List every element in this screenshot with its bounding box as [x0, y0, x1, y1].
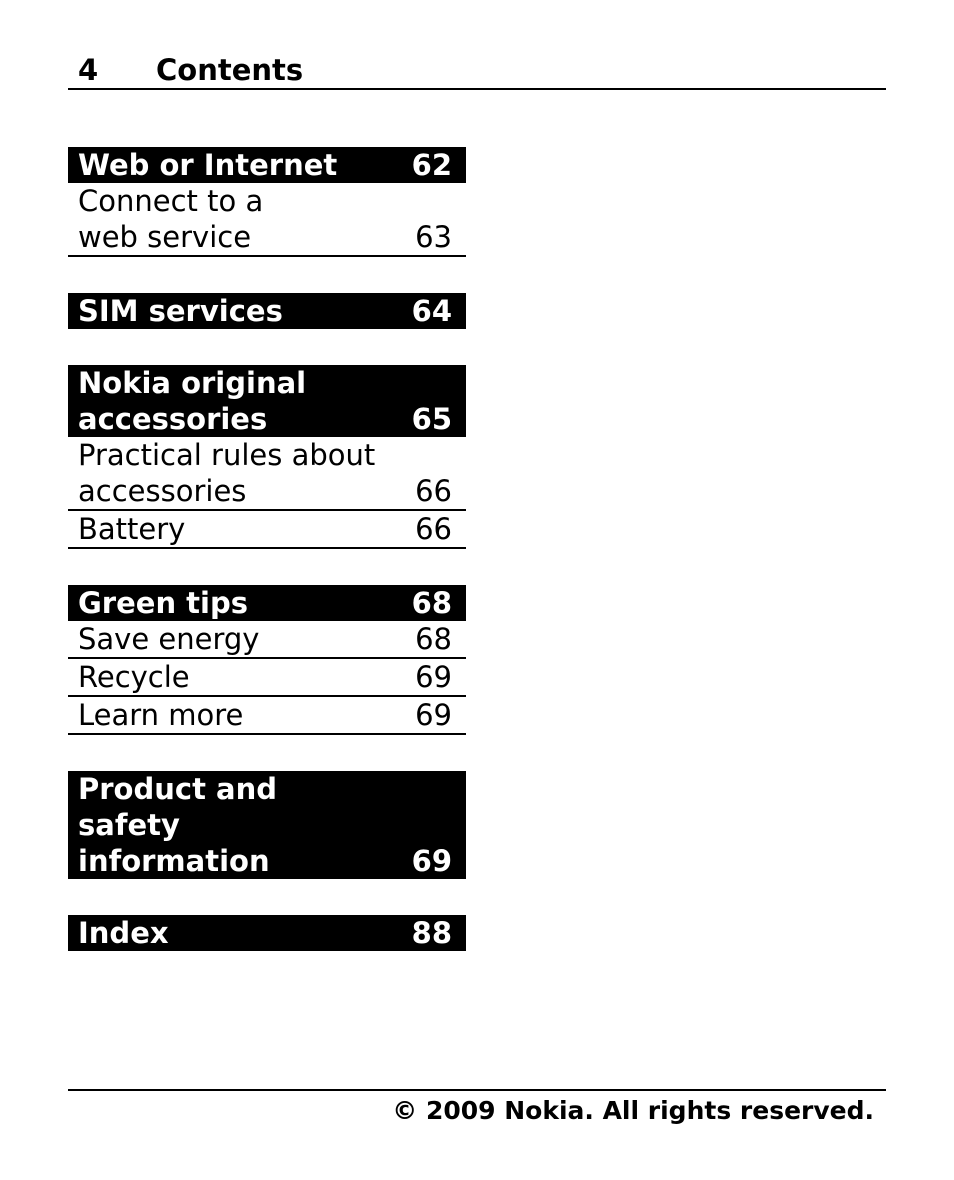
entry-title: Connect to a web service — [78, 184, 264, 254]
section-title: Web or Internet — [78, 148, 338, 182]
toc-section-green-tips: Green tips 68 Save energy 68 Recycle 69 … — [68, 585, 466, 735]
section-title: Green tips — [78, 586, 249, 620]
section-page-number: 64 — [411, 294, 452, 328]
section-heading[interactable]: Green tips 68 — [68, 585, 466, 621]
toc-entry[interactable]: Learn more 69 — [68, 697, 466, 735]
entry-title: Learn more — [78, 698, 244, 732]
entry-page-number: 66 — [415, 474, 452, 508]
section-page-number: 62 — [411, 148, 452, 182]
toc-section-product-and-safety-information: Product and safety information 69 — [68, 771, 466, 879]
entry-page-number: 69 — [415, 698, 452, 732]
section-page-number: 68 — [411, 586, 452, 620]
section-page-number: 65 — [411, 402, 452, 436]
entry-title: Practical rules about accessories — [78, 438, 376, 508]
toc-section-nokia-original-accessories: Nokia original accessories 65 Practical … — [68, 365, 466, 549]
table-of-contents: Web or Internet 62 Connect to a web serv… — [68, 147, 466, 987]
section-title: Product and safety information — [78, 772, 278, 878]
toc-section-sim-services: SIM services 64 — [68, 293, 466, 329]
toc-entry[interactable]: Recycle 69 — [68, 659, 466, 697]
toc-section-index: Index 88 — [68, 915, 466, 951]
footer-divider — [68, 1089, 886, 1091]
page-number: 4 — [78, 53, 99, 87]
page-title: Contents — [156, 53, 304, 87]
section-heading[interactable]: Nokia original accessories 65 — [68, 365, 466, 437]
entry-page-number: 68 — [415, 622, 452, 656]
section-heading[interactable]: SIM services 64 — [68, 293, 466, 329]
toc-entry[interactable]: Save energy 68 — [68, 621, 466, 659]
entry-page-number: 63 — [415, 220, 452, 254]
section-heading[interactable]: Web or Internet 62 — [68, 147, 466, 183]
section-title: Nokia original accessories — [78, 366, 307, 436]
entry-page-number: 66 — [415, 512, 452, 546]
toc-entry[interactable]: Battery 66 — [68, 511, 466, 549]
entry-title: Battery — [78, 512, 186, 546]
toc-section-web-or-internet: Web or Internet 62 Connect to a web serv… — [68, 147, 466, 257]
toc-entry[interactable]: Practical rules about accessories 66 — [68, 437, 466, 511]
copyright-notice: © 2009 Nokia. All rights reserved. — [392, 1096, 874, 1125]
section-heading[interactable]: Index 88 — [68, 915, 466, 951]
entry-title: Save energy — [78, 622, 260, 656]
toc-entry[interactable]: Connect to a web service 63 — [68, 183, 466, 257]
section-title: Index — [78, 916, 169, 950]
page-header: 4 Contents — [68, 50, 886, 90]
section-page-number: 69 — [411, 844, 452, 878]
section-title: SIM services — [78, 294, 283, 328]
entry-title: Recycle — [78, 660, 190, 694]
section-page-number: 88 — [411, 916, 452, 950]
entry-page-number: 69 — [415, 660, 452, 694]
section-heading[interactable]: Product and safety information 69 — [68, 771, 466, 879]
